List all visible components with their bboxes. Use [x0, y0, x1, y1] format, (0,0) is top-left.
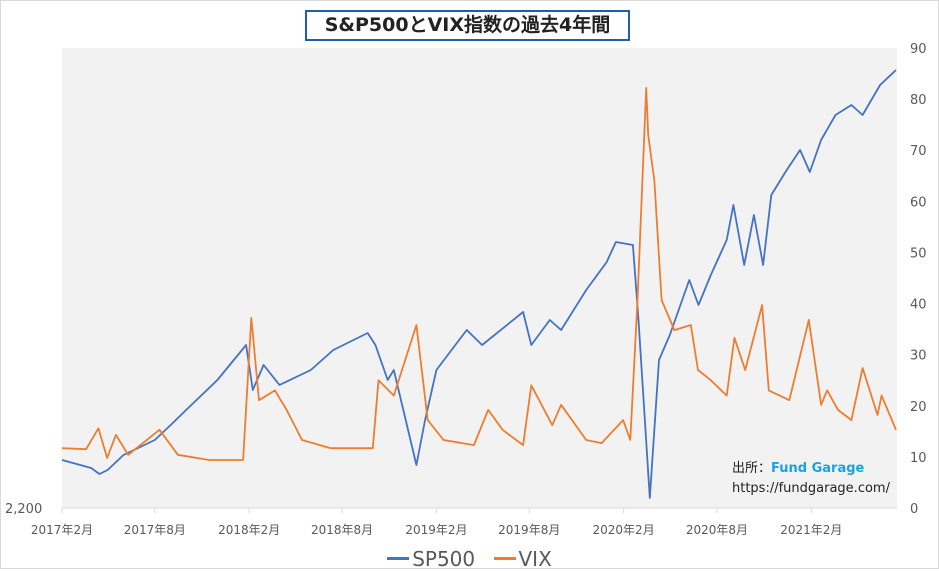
x-tick-label: 2017年8月 — [124, 523, 186, 537]
x-tick-label: 2020年2月 — [593, 523, 655, 537]
y-right-tick-label: 50 — [910, 246, 927, 261]
source-label: 出所： — [732, 461, 772, 476]
y-right-tick-label: 30 — [910, 349, 927, 364]
legend: SP500 VIX — [0, 541, 939, 571]
legend-swatch — [387, 557, 410, 560]
x-tick-label: 2017年2月 — [31, 523, 93, 537]
source-brand: Fund Garage — [771, 461, 865, 476]
y-right-tick-label: 10 — [910, 451, 927, 466]
plot-area — [62, 48, 897, 508]
series-line-vix — [61, 87, 897, 461]
x-tick-label: 2018年2月 — [218, 523, 280, 537]
x-tick-label: 2019年2月 — [405, 523, 467, 537]
legend-item-sp500: SP500 — [387, 547, 475, 571]
y-right-tick-label: 0 — [910, 502, 918, 517]
y-right-tick-label: 40 — [910, 298, 927, 313]
x-tick-label: 2019年8月 — [498, 523, 560, 537]
y-right-tick-label: 80 — [910, 93, 927, 108]
y-left-tick-label: 2,200 — [5, 502, 42, 517]
source-credit: 出所：Fund Garage — [732, 457, 864, 476]
source-url: https://fundgarage.com/ — [732, 481, 890, 496]
x-tick-label: 2021年2月 — [780, 523, 842, 537]
legend-label: VIX — [518, 546, 552, 571]
y-right-tick-label: 90 — [910, 42, 927, 57]
chart-title: S&P500とVIX指数の過去4年間 — [305, 10, 630, 41]
x-tick-label: 2018年8月 — [311, 523, 373, 537]
legend-swatch — [493, 557, 516, 560]
y-right-tick-label: 70 — [910, 144, 927, 159]
series-line-sp500 — [61, 69, 897, 499]
y-right-tick-label: 60 — [910, 195, 927, 210]
legend-item-vix: VIX — [493, 546, 552, 571]
x-tick-label: 2020年8月 — [686, 523, 748, 537]
y-right-tick-label: 20 — [910, 400, 927, 415]
legend-label: SP500 — [412, 546, 476, 571]
